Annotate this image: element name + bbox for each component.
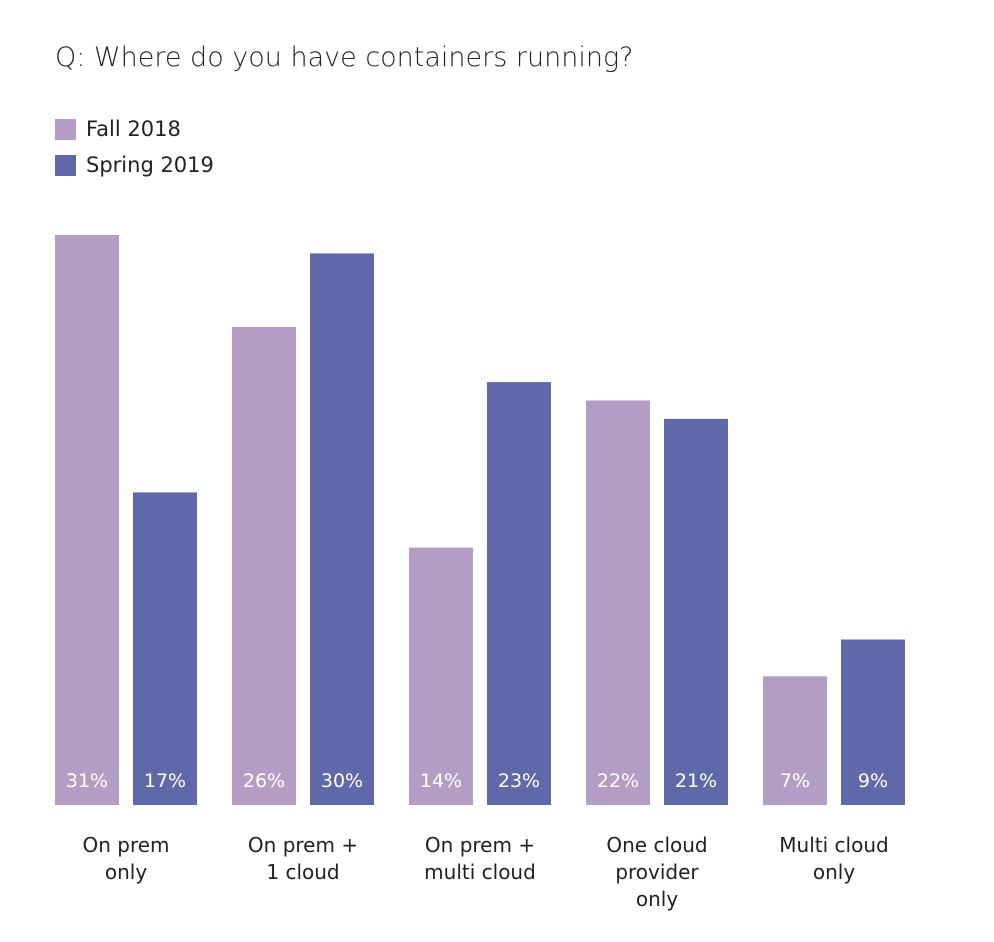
data-label-spring-2019-2: 23% — [498, 770, 540, 792]
legend-label-fall-2018: Fall 2018 — [86, 117, 181, 141]
chart-title: Q: Where do you have containers running? — [55, 42, 634, 73]
bar-fall-2018-4 — [763, 676, 827, 805]
bar-fall-2018-1 — [232, 326, 296, 805]
category-label-1-line-0: On prem + — [248, 833, 358, 857]
data-label-spring-2019-1: 30% — [321, 770, 363, 792]
legend-swatch-fall-2018 — [55, 118, 76, 140]
data-label-fall-2018-2: 14% — [420, 770, 462, 792]
bar-fall-2018-2 — [409, 547, 473, 805]
category-label-0-line-1: only — [105, 860, 147, 884]
bar-spring-2019-3 — [664, 418, 728, 805]
bar-fall-2018-3 — [586, 400, 650, 805]
bar-fall-2018-0 — [55, 235, 119, 805]
bar-spring-2019-0 — [133, 492, 197, 805]
legend-label-spring-2019: Spring 2019 — [86, 153, 214, 177]
category-label-4-line-1: only — [813, 860, 855, 884]
legend-swatch-spring-2019 — [55, 154, 76, 176]
bar-spring-2019-1 — [310, 253, 374, 806]
bar-spring-2019-4 — [841, 639, 905, 805]
category-label-3-line-2: only — [636, 887, 678, 911]
category-label-3-line-1: provider — [615, 860, 699, 884]
data-label-fall-2018-4: 7% — [780, 770, 810, 792]
category-label-1-line-1: 1 cloud — [266, 860, 339, 884]
data-label-fall-2018-1: 26% — [243, 770, 285, 792]
category-label-2-line-1: multi cloud — [424, 860, 536, 884]
data-label-spring-2019-4: 9% — [858, 770, 888, 792]
category-label-0-line-0: On prem — [82, 833, 169, 857]
data-label-spring-2019-0: 17% — [144, 770, 186, 792]
data-label-fall-2018-0: 31% — [66, 770, 108, 792]
data-label-spring-2019-3: 21% — [675, 770, 717, 792]
data-label-fall-2018-3: 22% — [597, 770, 639, 792]
category-label-2-line-0: On prem + — [425, 833, 535, 857]
category-label-4-line-0: Multi cloud — [779, 833, 888, 857]
legend-item-fall-2018: Fall 2018 — [55, 117, 181, 141]
bar-spring-2019-2 — [487, 382, 551, 805]
category-label-3-line-0: One cloud — [606, 833, 707, 857]
legend-item-spring-2019: Spring 2019 — [55, 153, 214, 177]
